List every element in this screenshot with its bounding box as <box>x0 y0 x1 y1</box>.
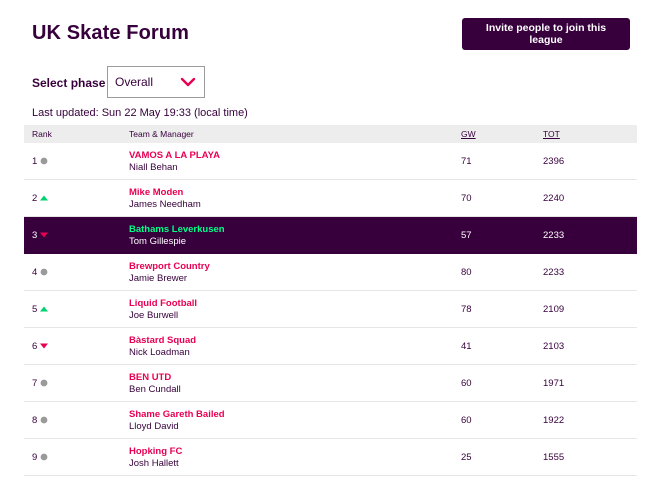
gw-points: 60 <box>461 415 472 426</box>
invite-button[interactable]: Invite people to join this league <box>462 18 630 50</box>
gw-points: 41 <box>461 341 472 352</box>
triangle-down-icon <box>40 343 48 349</box>
gw-points: 80 <box>461 267 472 278</box>
manager-name: Ben Cundall <box>129 384 181 395</box>
rank-value: 5 <box>32 304 38 315</box>
table-body: 1 VAMOS A LA PLAYA Niall Behan 71 2396 2 Mike … <box>24 143 637 476</box>
team-name-link[interactable]: BEN UTD <box>129 372 172 383</box>
table-row: 4 Brewport Country Jamie Brewer 80 2233 <box>24 254 637 291</box>
table-row: 5 Liquid Football Joe Burwell 78 2109 <box>24 291 637 328</box>
gw-points: 60 <box>461 378 472 389</box>
rank-value: 1 <box>32 156 38 167</box>
rank-value: 3 <box>32 230 38 241</box>
circle-icon <box>40 157 48 165</box>
phase-label: Select phase <box>32 76 106 90</box>
circle-icon <box>40 416 48 424</box>
circle-icon <box>40 268 48 276</box>
chevron-down-icon <box>180 77 196 87</box>
header-tot[interactable]: TOT <box>543 129 560 139</box>
last-updated: Last updated: Sun 22 May 19:33 (local ti… <box>32 107 248 119</box>
manager-name: Tom Gillespie <box>129 236 187 247</box>
total-points: 2109 <box>543 304 565 315</box>
team-name-link[interactable]: Mike Moden <box>129 187 184 198</box>
table-row: 9 Hopking FC Josh Hallett 25 1555 <box>24 439 637 476</box>
table-row: 3 Bathams Leverkusen Tom Gillespie 57 2233 <box>24 217 637 254</box>
gw-points: 57 <box>461 230 472 241</box>
header-team: Team & Manager <box>129 129 194 139</box>
total-points: 1971 <box>543 378 565 389</box>
manager-name: Niall Behan <box>129 162 178 173</box>
phase-select[interactable]: Overall <box>107 66 205 98</box>
total-points: 2103 <box>543 341 565 352</box>
circle-icon <box>40 453 48 461</box>
team-name-link[interactable]: VAMOS A LA PLAYA <box>129 150 220 161</box>
rank-value: 8 <box>32 415 38 426</box>
total-points: 2240 <box>543 193 565 204</box>
manager-name: Joe Burwell <box>129 310 179 321</box>
team-name-link[interactable]: Bathams Leverkusen <box>129 224 225 235</box>
total-points: 2233 <box>543 230 565 241</box>
table-row: 2 Mike Moden James Needham 70 2240 <box>24 180 637 217</box>
rank-value: 2 <box>32 193 38 204</box>
circle-icon <box>40 379 48 387</box>
team-name-link[interactable]: Shame Gareth Bailed <box>129 409 225 420</box>
gw-points: 70 <box>461 193 472 204</box>
gw-points: 78 <box>461 304 472 315</box>
triangle-down-icon <box>40 232 48 238</box>
total-points: 2233 <box>543 267 565 278</box>
header-gw[interactable]: GW <box>461 129 476 139</box>
manager-name: Josh Hallett <box>129 458 179 469</box>
triangle-up-icon <box>40 195 48 201</box>
manager-name: Jamie Brewer <box>129 273 188 284</box>
team-name-link[interactable]: Brewport Country <box>129 261 210 272</box>
table-row: 8 Shame Gareth Bailed Lloyd David 60 1922 <box>24 402 637 439</box>
rank-value: 7 <box>32 378 38 389</box>
header-rank: Rank <box>32 129 52 139</box>
table-row: 1 VAMOS A LA PLAYA Niall Behan 71 2396 <box>24 143 637 180</box>
gw-points: 25 <box>461 452 472 463</box>
manager-name: Nick Loadman <box>129 347 190 358</box>
rank-value: 6 <box>32 341 38 352</box>
rank-value: 4 <box>32 267 38 278</box>
total-points: 2396 <box>543 156 565 167</box>
team-name-link[interactable]: Hopking FC <box>129 446 183 457</box>
team-name-link[interactable]: Liquid Football <box>129 298 198 309</box>
gw-points: 71 <box>461 156 472 167</box>
table-row: 6 Bàstard Squad Nick Loadman 41 2103 <box>24 328 637 365</box>
team-name-link[interactable]: Bàstard Squad <box>129 335 197 346</box>
total-points: 1922 <box>543 415 565 426</box>
page-title: UK Skate Forum <box>32 22 189 44</box>
manager-name: Lloyd David <box>129 421 179 432</box>
total-points: 1555 <box>543 452 565 463</box>
standings-table: Rank Team & Manager GW TOT 1 VAMOS A LA P… <box>24 125 637 476</box>
phase-select-value: Overall <box>115 75 154 89</box>
rank-value: 9 <box>32 452 38 463</box>
triangle-up-icon <box>40 306 48 312</box>
manager-name: James Needham <box>129 199 201 210</box>
table-row: 7 BEN UTD Ben Cundall 60 1971 <box>24 365 637 402</box>
table-header: Rank Team & Manager GW TOT <box>24 125 637 143</box>
